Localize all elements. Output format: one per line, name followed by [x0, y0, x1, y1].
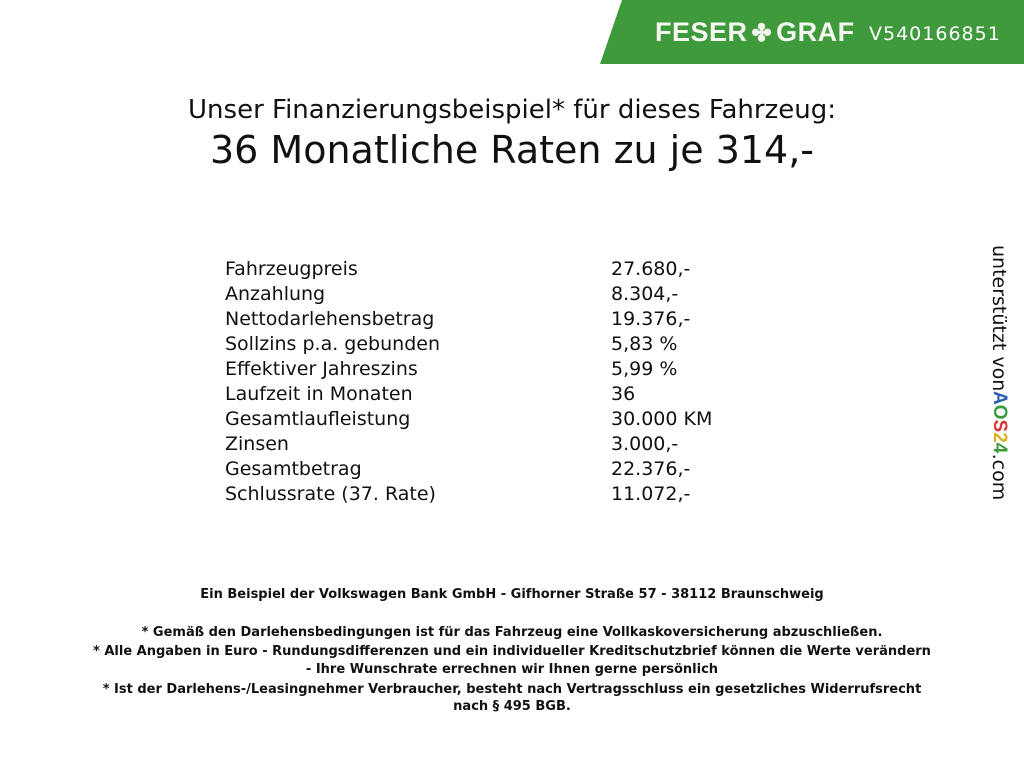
title-line2: 36 Monatliche Raten zu je 314,- [209, 128, 815, 172]
row-label: Effektiver Jahreszins [225, 358, 418, 380]
row-label: Fahrzeugpreis [225, 258, 358, 280]
row-label: Gesamtbetrag [225, 458, 362, 480]
row-label: Schlussrate (37. Rate) [225, 483, 436, 505]
table-row: Gesamtbetrag 22.376,- [225, 458, 825, 483]
footer-note-2a: * Alle Angaben in Euro - Rundungsdiffere… [93, 644, 931, 659]
title-line1: Unser Finanzierungsbeispiel* für dieses … [188, 95, 836, 125]
table-row: Anzahlung 8.304,- [225, 283, 825, 308]
row-label: Zinsen [225, 433, 289, 455]
brand-name-2: GRAF [776, 17, 855, 47]
row-value: 30.000 KM [611, 408, 713, 430]
row-label: Nettodarlehensbetrag [225, 308, 435, 330]
brand-logo: FESER ✤ GRAF [655, 17, 855, 48]
table-row: Gesamtlaufleistung 30.000 KM [225, 408, 825, 433]
clover-icon: ✤ [751, 20, 773, 47]
vehicle-id: V540166851 [869, 23, 1001, 45]
footer-note-3a: * Ist der Darlehens-/Leasingnehmer Verbr… [102, 682, 922, 697]
finance-table: Fahrzeugpreis 27.680,- Anzahlung 8.304,- Net… [225, 258, 825, 508]
table-row: Fahrzeugpreis 27.680,- [225, 258, 825, 283]
header-banner [600, 0, 1024, 64]
row-value: 19.376,- [611, 308, 691, 330]
row-value: 22.376,- [611, 458, 691, 480]
row-label: Gesamtlaufleistung [225, 408, 411, 430]
table-row: Effektiver Jahreszins 5,99 % [225, 358, 825, 383]
table-row: Schlussrate (37. Rate) 11.072,- [225, 483, 825, 508]
brand-name: FESER [655, 17, 748, 47]
table-row: Nettodarlehensbetrag 19.376,- [225, 308, 825, 333]
row-label: Laufzeit in Monaten [225, 383, 413, 405]
footer-note-2b: - Ihre Wunschrate errechnen wir Ihnen ge… [305, 662, 719, 677]
sponsor-domain: .com [988, 453, 1010, 501]
footer-note-1: * Gemäß den Darlehensbedingungen ist für… [141, 625, 883, 640]
row-value: 5,99 % [611, 358, 678, 380]
row-label: Sollzins p.a. gebunden [225, 333, 440, 355]
footer-bank: Ein Beispiel der Volkswagen Bank GmbH - … [200, 587, 824, 602]
table-row: Laufzeit in Monaten 36 [225, 383, 825, 408]
aos24-logo: AOS24 [989, 391, 1010, 454]
sponsor-text: unterstützt vonAOS24.com [988, 245, 1010, 500]
row-value: 8.304,- [611, 283, 679, 305]
table-row: Sollzins p.a. gebunden 5,83 % [225, 333, 825, 358]
table-row: Zinsen 3.000,- [225, 433, 825, 458]
footer-note-3b: nach § 495 BGB. [453, 699, 571, 714]
row-value: 11.072,- [611, 483, 691, 505]
row-value: 3.000,- [611, 433, 679, 455]
sponsor-label: unterstützt von [988, 245, 1010, 392]
row-value: 5,83 % [611, 333, 678, 355]
row-label: Anzahlung [225, 283, 326, 305]
row-value: 36 [611, 383, 636, 405]
row-value: 27.680,- [611, 258, 691, 280]
